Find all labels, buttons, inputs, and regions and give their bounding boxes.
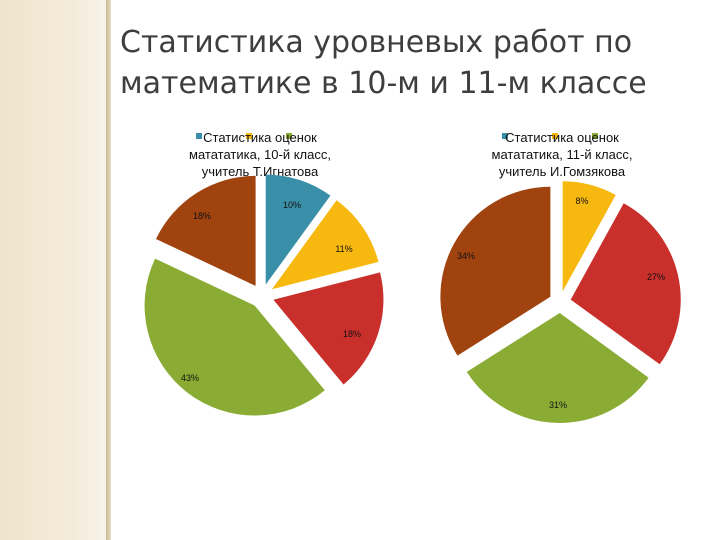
chart2-legend bbox=[502, 131, 652, 141]
pie-chart-11th-grade: 8% 27% 31% 34% bbox=[440, 181, 681, 423]
chart2-title: Статистика оценок матататика, 11-й класс… bbox=[432, 129, 692, 180]
chart1-title: Статистика оценок матататика, 10-й класс… bbox=[130, 129, 390, 180]
chart2-legend-swatch-3 bbox=[592, 133, 598, 139]
pie1-slice-5 bbox=[156, 175, 256, 286]
pie2-slice-1 bbox=[562, 181, 616, 292]
chart2-title-line-3: учитель И.Гомзякова bbox=[498, 164, 626, 179]
pie1-slice-3-label: 18% bbox=[343, 329, 361, 339]
chart1-title-line-1: Статистика оценок bbox=[203, 130, 317, 145]
slide-title: Статистика уровневых работ по математике… bbox=[120, 25, 647, 101]
chart1-title-line-3: учитель Т.Игнатова bbox=[201, 164, 319, 179]
pie1-slice-4-label: 43% bbox=[181, 373, 199, 383]
chart2-title-line-2: матататика, 11-й класс, bbox=[491, 147, 633, 162]
pie2-slice-4 bbox=[440, 186, 551, 356]
pie1-slice-5-label: 18% bbox=[193, 211, 211, 221]
chart2-legend-swatch-2 bbox=[552, 133, 558, 139]
chart1-legend-swatch-2 bbox=[246, 133, 252, 139]
pie-chart-10th-grade: 10% 11% 18% 43% 18% bbox=[144, 174, 384, 416]
pie1-slice-2 bbox=[271, 200, 379, 290]
pie1-slice-1 bbox=[265, 174, 331, 285]
pie1-slice-1-label: 10% bbox=[283, 200, 301, 210]
slide-side-panel bbox=[0, 0, 106, 540]
pie1-slice-3 bbox=[273, 272, 384, 385]
chart2-legend-swatch-1 bbox=[502, 133, 508, 139]
slide-side-stripe bbox=[106, 0, 111, 540]
pie2-slice-2-label: 27% bbox=[647, 272, 665, 282]
chart2-title-line-1: Статистика оценок bbox=[505, 130, 619, 145]
pie2-slice-3-label: 31% bbox=[549, 400, 567, 410]
chart1-legend-swatch-1 bbox=[196, 133, 202, 139]
pie1-slice-4 bbox=[144, 258, 325, 416]
pie2-slice-1-label: 8% bbox=[575, 196, 588, 206]
pie2-slice-3 bbox=[466, 313, 649, 423]
chart1-legend bbox=[196, 131, 346, 141]
chart1-legend-swatch-3 bbox=[286, 133, 292, 139]
pie2-slice-2 bbox=[570, 203, 681, 365]
pie2-slice-4-label: 34% bbox=[457, 251, 475, 261]
chart1-title-line-2: матататика, 10-й класс, bbox=[189, 147, 331, 162]
pie1-slice-2-label: 11% bbox=[335, 244, 352, 254]
